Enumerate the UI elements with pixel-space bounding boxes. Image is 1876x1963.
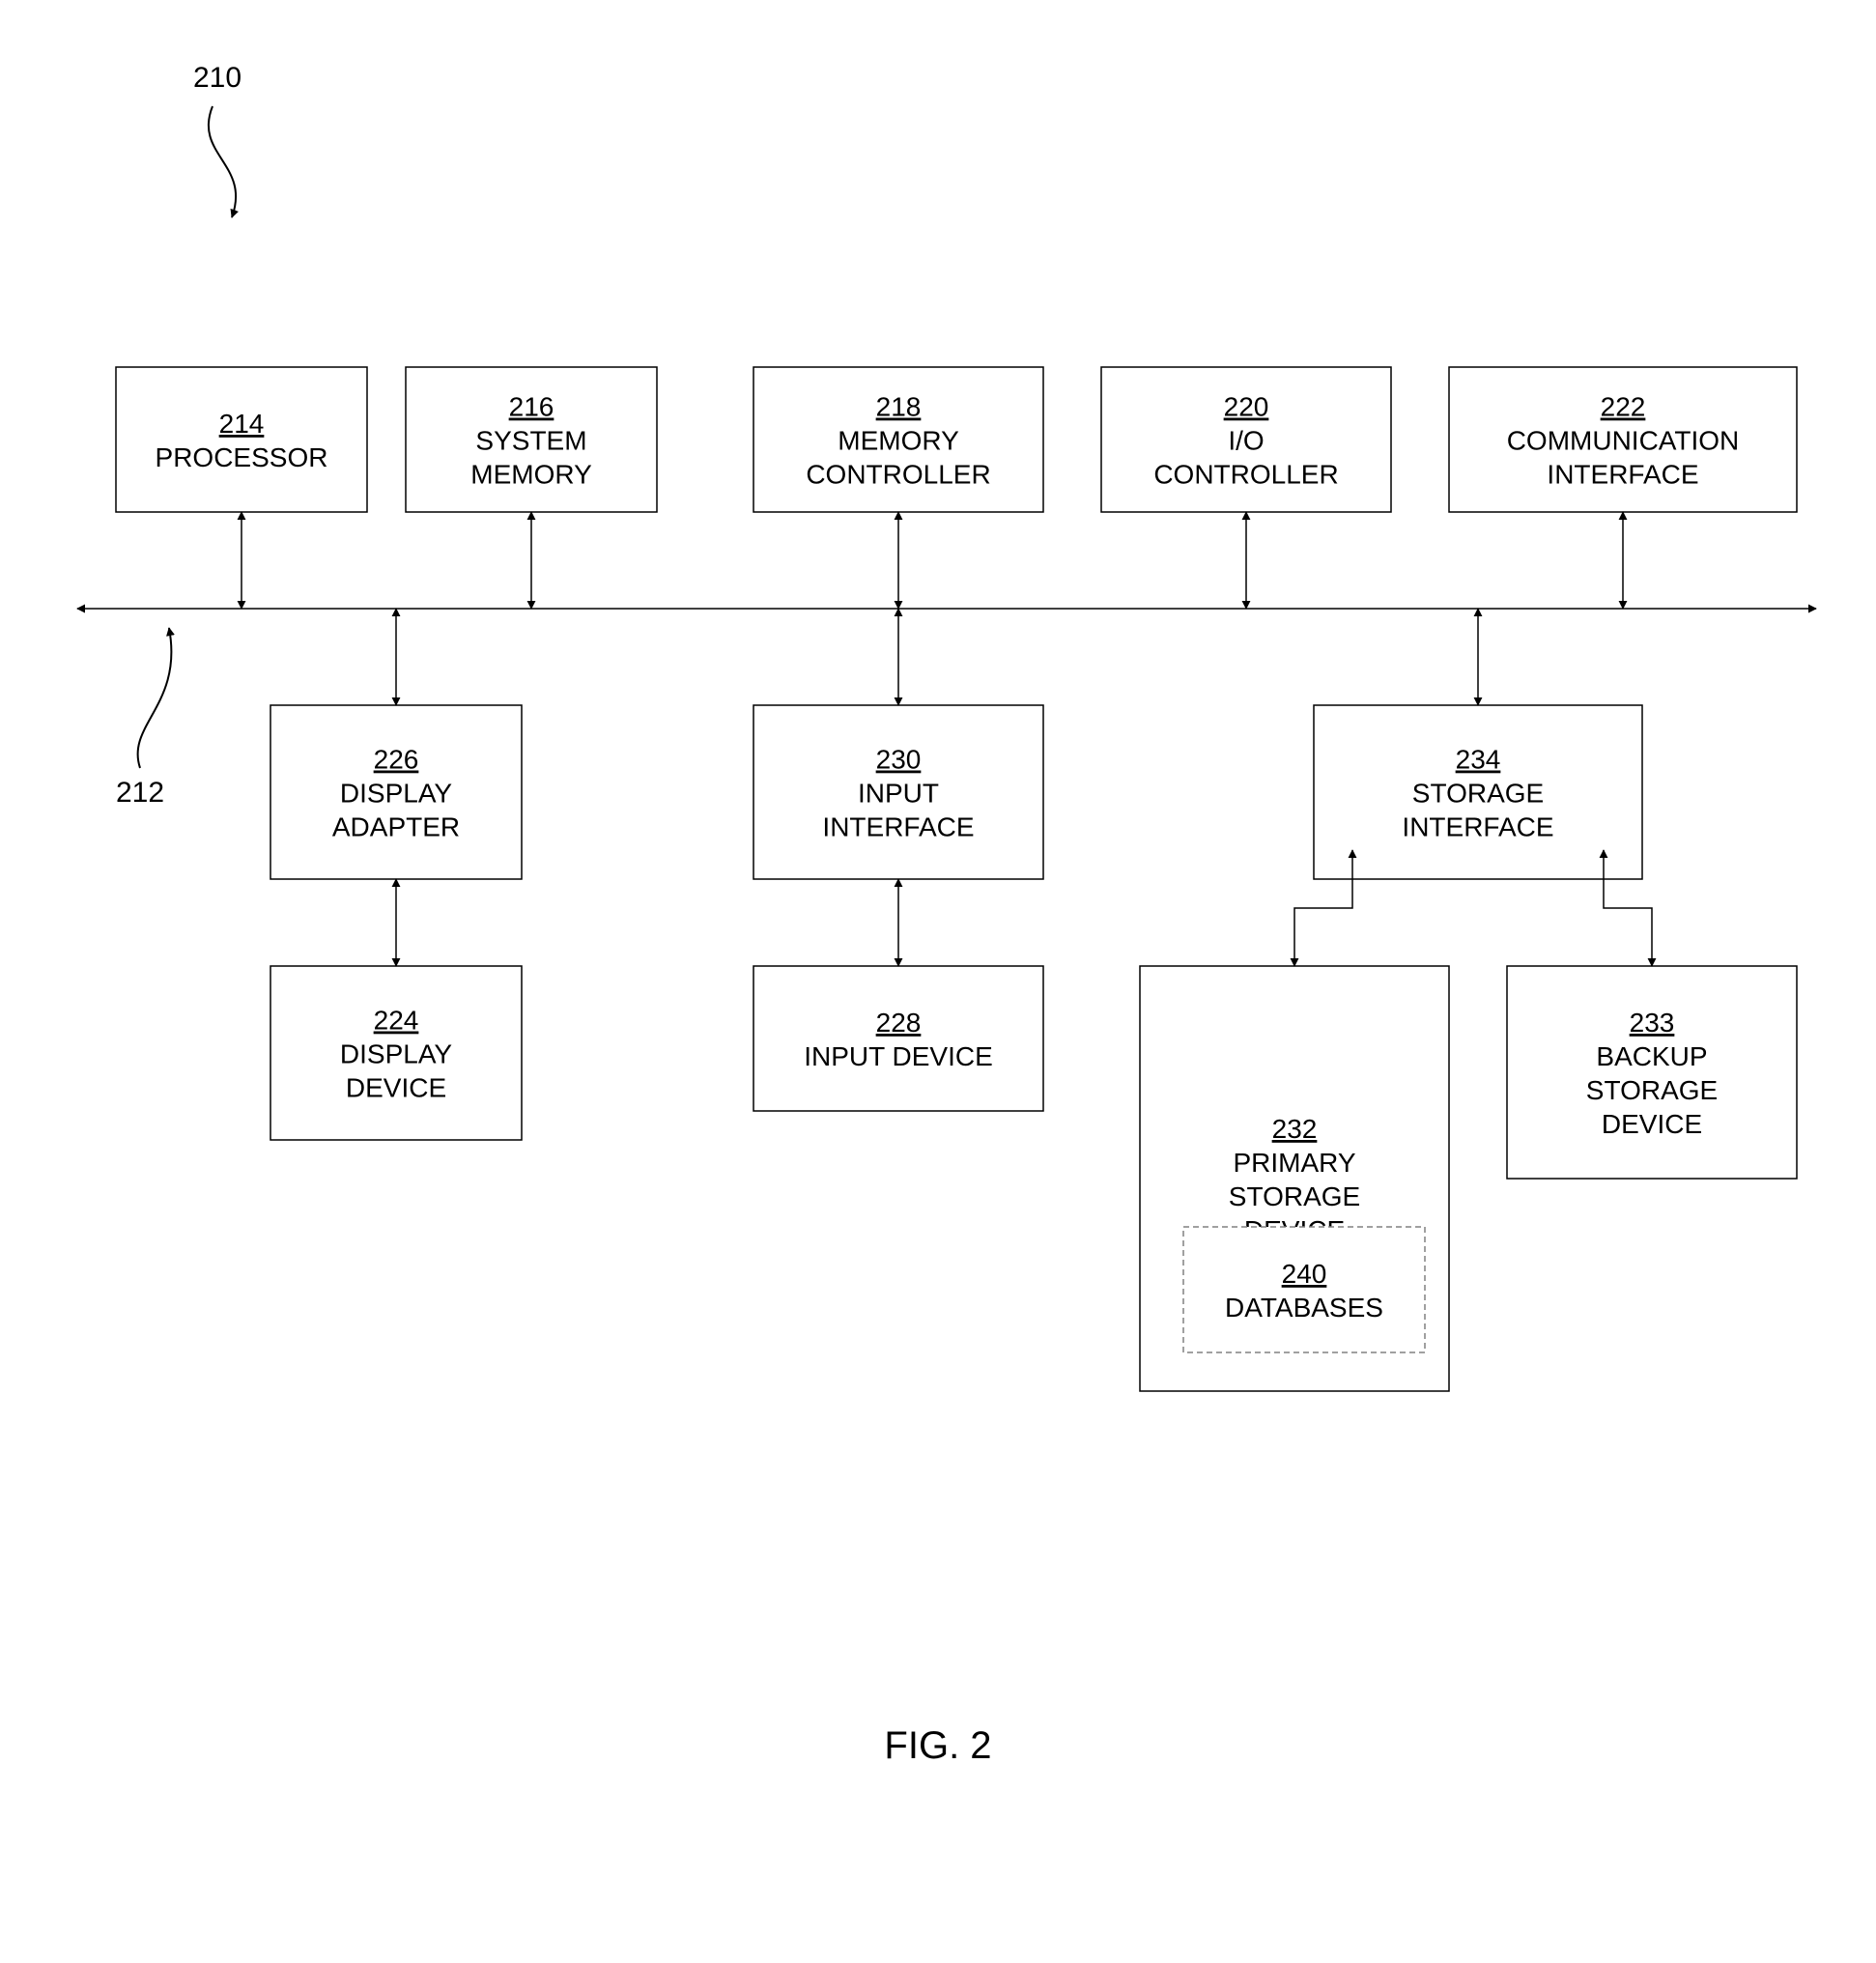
input-device-box: 228INPUT DEVICE: [753, 966, 1043, 1111]
primary-storage-label: STORAGE: [1229, 1181, 1360, 1211]
comm-interface-label: COMMUNICATION: [1507, 426, 1740, 456]
processor-number: 214: [219, 409, 265, 439]
system-ref-label: 210: [193, 62, 242, 94]
system-memory-number: 216: [509, 392, 554, 422]
input-device-label: INPUT DEVICE: [804, 1041, 993, 1071]
bus-ref-arrow: [138, 628, 172, 768]
display-adapter-number: 226: [374, 745, 419, 775]
system-memory-box: 216 SYSTEM MEMORY: [406, 367, 657, 512]
input-device-number: 228: [876, 1008, 922, 1038]
primary-storage-number: 232: [1272, 1114, 1318, 1144]
memory-controller-box: 218 MEMORY CONTROLLER: [753, 367, 1043, 512]
input-interface-label: INTERFACE: [822, 812, 974, 842]
backup-storage-label: DEVICE: [1602, 1109, 1702, 1139]
backup-storage-box: 233BACKUP STORAGE DEVICE: [1507, 966, 1797, 1179]
storage-interface-label: INTERFACE: [1402, 812, 1553, 842]
backup-storage-label: BACKUP: [1596, 1041, 1707, 1071]
display-device-label: DISPLAY: [340, 1039, 453, 1069]
databases-number: 240: [1282, 1259, 1327, 1289]
io-controller-label: CONTROLLER: [1153, 460, 1338, 490]
display-device-label: DEVICE: [346, 1073, 446, 1103]
display-adapter-label: ADAPTER: [332, 812, 460, 842]
databases-label: DATABASES: [1225, 1293, 1383, 1323]
memory-controller-label: MEMORY: [838, 426, 959, 456]
comm-interface-box: 222 COMMUNICATION INTERFACE: [1449, 367, 1797, 512]
comm-interface-label: INTERFACE: [1547, 460, 1698, 490]
storage-interface-box: 234 STORAGEINTERFACE: [1314, 705, 1642, 879]
storage-interface-number: 234: [1456, 745, 1501, 775]
databases-box: 240 DATABASES: [1183, 1227, 1425, 1352]
bus-ref-label: 212: [116, 777, 164, 809]
primary-storage-label: PRIMARY: [1233, 1148, 1355, 1178]
comm-interface-number: 222: [1601, 392, 1646, 422]
system-memory-label: SYSTEM: [475, 426, 586, 456]
display-adapter-label: DISPLAY: [340, 779, 453, 809]
display-device-box: 224DISPLAY DEVICE: [270, 966, 522, 1140]
io-controller-number: 220: [1224, 392, 1269, 422]
io-controller-label: I/O: [1228, 426, 1264, 456]
processor-box: 214PROCESSOR: [116, 367, 367, 512]
input-interface-label: INPUT: [858, 779, 939, 809]
memory-controller-number: 218: [876, 392, 922, 422]
backup-storage-label: STORAGE: [1586, 1075, 1718, 1105]
input-interface-number: 230: [876, 745, 922, 775]
system-memory-label: MEMORY: [470, 460, 592, 490]
storage-interface-label: STORAGE: [1412, 779, 1544, 809]
display-adapter-box: 226 DISPLAYADAPTER: [270, 705, 522, 879]
system-ref-arrow: [209, 106, 236, 217]
io-controller-box: 220 I/O CONTROLLER: [1101, 367, 1391, 512]
memory-controller-label: CONTROLLER: [806, 460, 990, 490]
processor-label: PROCESSOR: [156, 442, 328, 472]
figure-caption: FIG. 2: [884, 1724, 991, 1767]
input-interface-box: 230 INPUTINTERFACE: [753, 705, 1043, 879]
display-device-number: 224: [374, 1006, 419, 1036]
backup-storage-number: 233: [1630, 1008, 1675, 1038]
